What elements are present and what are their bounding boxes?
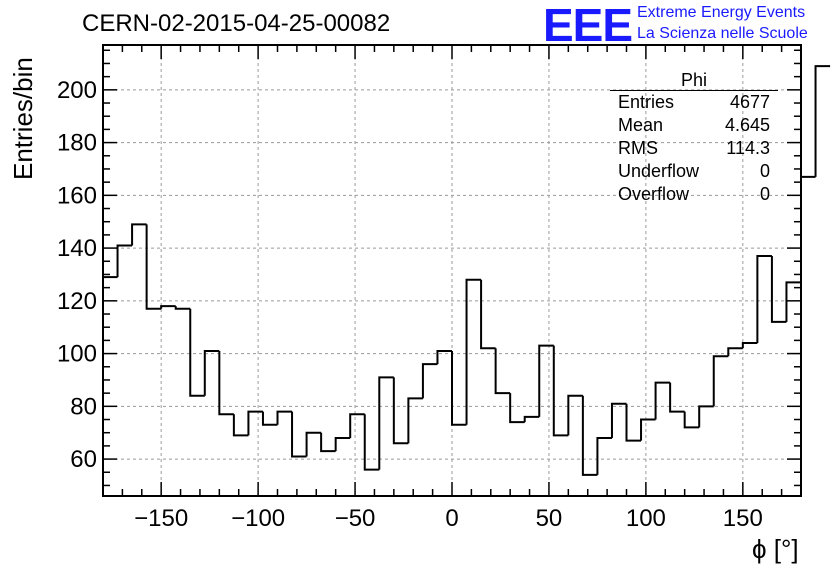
histogram-bin — [800, 175, 816, 283]
histogram-bin — [131, 223, 147, 246]
histogram-bin — [305, 431, 322, 457]
histogram-bin — [334, 436, 351, 452]
x-tick-label: −150 — [134, 505, 188, 532]
histogram-bin — [683, 411, 700, 429]
histogram-bin — [669, 382, 685, 413]
stats-label: Overflow — [618, 184, 690, 204]
histogram-bin — [654, 381, 671, 420]
stats-row-underflow: Underflow 0 — [610, 160, 778, 183]
histogram-bin — [538, 344, 554, 417]
x-tick-label: −100 — [231, 505, 285, 532]
x-tick-label: 100 — [626, 505, 666, 532]
histogram-bin — [218, 350, 234, 416]
stats-row-mean: Mean 4.645 — [610, 114, 778, 137]
stats-value: 114.3 — [726, 138, 770, 158]
histogram-bin — [756, 254, 772, 344]
histogram-bin — [741, 342, 758, 349]
histogram-bin — [523, 415, 540, 423]
y-tick-label: 160 — [57, 182, 97, 209]
histogram-bin — [567, 394, 583, 436]
histogram-bin — [552, 345, 569, 437]
histogram-bin — [261, 411, 278, 426]
histogram-bin — [378, 376, 394, 470]
histogram-bin — [610, 402, 627, 438]
histogram-bin — [814, 65, 831, 177]
histogram-bin — [407, 397, 423, 444]
histogram-bin — [363, 414, 380, 471]
axis-tick-labels: −150 −100 −50 0 50 100 150 60 80 100 120 140 160 180 2… — [57, 77, 763, 532]
stats-value: 4.645 — [724, 115, 770, 135]
x-tick-label: 50 — [536, 505, 563, 532]
histogram-bin — [712, 355, 729, 407]
stats-value: 0 — [759, 161, 770, 181]
y-tick-label: 200 — [57, 77, 97, 104]
histogram-bin — [174, 306, 191, 310]
stats-value: 4677 — [729, 92, 770, 112]
y-axis-label: Entries/bin — [8, 57, 38, 180]
y-tick-label: 100 — [57, 341, 97, 368]
histogram-bin — [465, 278, 482, 425]
stats-row-rms: RMS 114.3 — [610, 137, 778, 160]
x-tick-label: −50 — [335, 505, 376, 532]
histogram-bin — [189, 308, 205, 397]
histogram-bin — [509, 393, 525, 424]
stats-value: 0 — [759, 184, 770, 204]
histogram-bin — [421, 363, 438, 399]
logo-subtitle-2: La Scienza nelle Scuole — [637, 25, 808, 42]
histogram-bin — [581, 395, 598, 476]
histogram-bin — [785, 281, 801, 322]
stats-label: Mean — [618, 115, 664, 135]
histogram-bin — [349, 413, 365, 438]
x-tick-label: 150 — [723, 505, 763, 532]
histogram-bin — [640, 418, 656, 441]
histogram-bin — [480, 279, 496, 350]
y-tick-label: 180 — [57, 130, 97, 157]
stats-label: Underflow — [618, 161, 700, 181]
stats-label: Entries — [618, 92, 675, 112]
histogram-bin — [727, 347, 743, 357]
histogram-bin — [494, 348, 511, 395]
histogram-bin — [203, 349, 220, 396]
histogram-bin — [247, 410, 263, 436]
histogram-bin — [320, 432, 336, 453]
histogram-bin — [145, 224, 162, 310]
histogram-bin — [625, 403, 642, 442]
stats-box: Phi Entries 4677 Mean 4.645 RMS 114.3 Un… — [610, 70, 778, 206]
logo-subtitle-1: Extreme Energy Events — [637, 4, 806, 21]
histogram-bin — [116, 244, 133, 278]
y-tick-label: 80 — [70, 393, 97, 420]
histogram-bin — [436, 349, 452, 365]
x-tick-label: 0 — [445, 505, 458, 532]
histogram-bin — [698, 405, 714, 428]
histogram-bin — [770, 255, 787, 323]
y-tick-label: 120 — [57, 288, 97, 315]
histogram-bin — [276, 410, 293, 425]
y-tick-label: 60 — [70, 446, 97, 473]
histogram-bin — [291, 411, 307, 458]
histogram-bin — [596, 436, 612, 475]
eee-logo: EEE — [543, 0, 633, 51]
stats-label: RMS — [618, 138, 658, 158]
stats-row-overflow: Overflow 0 — [610, 183, 778, 206]
x-axis-label: ϕ [°] — [752, 534, 799, 564]
histogram-bin — [392, 377, 409, 445]
histogram-bins — [103, 65, 831, 476]
histogram-bin — [160, 305, 176, 309]
stats-row-entries: Entries 4677 — [610, 91, 778, 114]
axis-ticks — [102, 45, 802, 496]
y-tick-label: 140 — [57, 235, 97, 262]
histogram-bin — [232, 414, 249, 437]
run-title: CERN-02-2015-04-25-00082 — [82, 10, 391, 37]
histogram-bin — [451, 350, 467, 426]
stats-box-title: Phi — [610, 70, 778, 91]
